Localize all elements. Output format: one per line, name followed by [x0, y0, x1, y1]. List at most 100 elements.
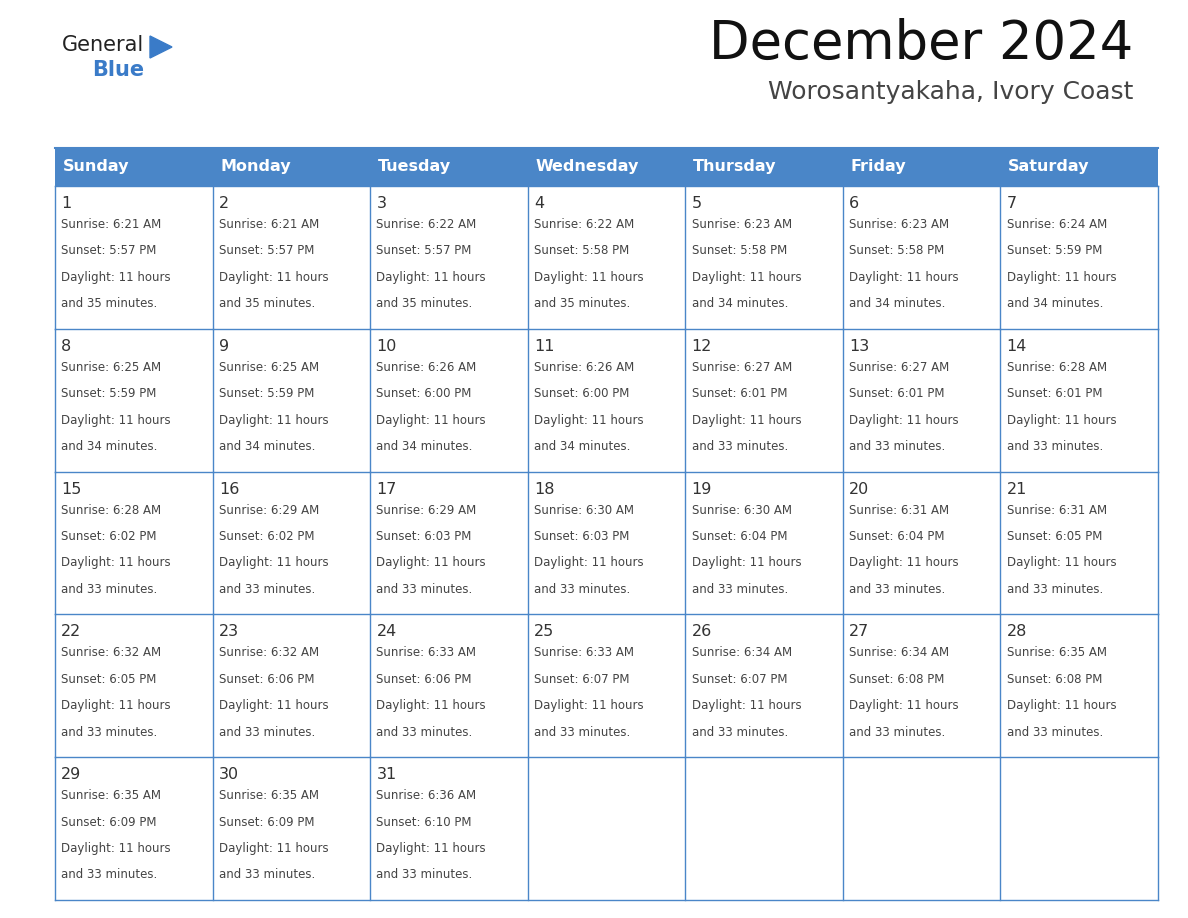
- Text: 8: 8: [62, 339, 71, 353]
- Text: Blue: Blue: [91, 60, 144, 80]
- Text: Sunset: 6:05 PM: Sunset: 6:05 PM: [1006, 530, 1102, 543]
- Text: 29: 29: [62, 767, 82, 782]
- Text: Daylight: 11 hours: Daylight: 11 hours: [691, 556, 801, 569]
- Text: Sunrise: 6:34 AM: Sunrise: 6:34 AM: [691, 646, 791, 659]
- Text: and 33 minutes.: and 33 minutes.: [849, 583, 946, 596]
- Text: Sunrise: 6:21 AM: Sunrise: 6:21 AM: [219, 218, 320, 231]
- Text: Daylight: 11 hours: Daylight: 11 hours: [1006, 700, 1117, 712]
- Text: 12: 12: [691, 339, 712, 353]
- Text: Tuesday: Tuesday: [378, 160, 451, 174]
- Text: 6: 6: [849, 196, 859, 211]
- Text: General: General: [62, 35, 144, 55]
- Text: 4: 4: [535, 196, 544, 211]
- Text: Sunrise: 6:22 AM: Sunrise: 6:22 AM: [377, 218, 476, 231]
- Text: Sunset: 6:05 PM: Sunset: 6:05 PM: [62, 673, 157, 686]
- Text: Sunrise: 6:27 AM: Sunrise: 6:27 AM: [849, 361, 949, 374]
- Text: Friday: Friday: [851, 160, 906, 174]
- Text: Daylight: 11 hours: Daylight: 11 hours: [377, 414, 486, 427]
- Text: and 35 minutes.: and 35 minutes.: [62, 297, 158, 310]
- Text: Daylight: 11 hours: Daylight: 11 hours: [849, 414, 959, 427]
- Text: Sunset: 6:09 PM: Sunset: 6:09 PM: [219, 815, 315, 829]
- Text: Sunrise: 6:35 AM: Sunrise: 6:35 AM: [1006, 646, 1107, 659]
- Text: 13: 13: [849, 339, 870, 353]
- Text: 18: 18: [535, 482, 555, 497]
- Text: Sunset: 6:02 PM: Sunset: 6:02 PM: [219, 530, 315, 543]
- Text: and 33 minutes.: and 33 minutes.: [219, 583, 315, 596]
- Text: Sunrise: 6:25 AM: Sunrise: 6:25 AM: [62, 361, 162, 374]
- Text: Sunday: Sunday: [63, 160, 129, 174]
- Text: Daylight: 11 hours: Daylight: 11 hours: [62, 842, 171, 855]
- Text: Daylight: 11 hours: Daylight: 11 hours: [849, 700, 959, 712]
- Text: Daylight: 11 hours: Daylight: 11 hours: [535, 414, 644, 427]
- Text: Sunrise: 6:30 AM: Sunrise: 6:30 AM: [535, 504, 634, 517]
- Text: Monday: Monday: [221, 160, 291, 174]
- Text: Sunrise: 6:21 AM: Sunrise: 6:21 AM: [62, 218, 162, 231]
- Text: Sunrise: 6:29 AM: Sunrise: 6:29 AM: [377, 504, 476, 517]
- Text: Daylight: 11 hours: Daylight: 11 hours: [535, 700, 644, 712]
- Text: Daylight: 11 hours: Daylight: 11 hours: [1006, 414, 1117, 427]
- Text: and 33 minutes.: and 33 minutes.: [219, 725, 315, 739]
- Text: Sunset: 6:06 PM: Sunset: 6:06 PM: [377, 673, 472, 686]
- Text: Sunrise: 6:33 AM: Sunrise: 6:33 AM: [535, 646, 634, 659]
- Text: Sunrise: 6:26 AM: Sunrise: 6:26 AM: [535, 361, 634, 374]
- Text: Sunset: 5:58 PM: Sunset: 5:58 PM: [691, 244, 786, 257]
- Text: 27: 27: [849, 624, 870, 640]
- Text: and 33 minutes.: and 33 minutes.: [691, 440, 788, 453]
- Text: 28: 28: [1006, 624, 1028, 640]
- Polygon shape: [150, 36, 172, 58]
- Text: Sunset: 5:57 PM: Sunset: 5:57 PM: [377, 244, 472, 257]
- Text: Sunrise: 6:26 AM: Sunrise: 6:26 AM: [377, 361, 476, 374]
- Text: Sunset: 6:04 PM: Sunset: 6:04 PM: [691, 530, 788, 543]
- Text: Daylight: 11 hours: Daylight: 11 hours: [219, 414, 329, 427]
- Text: and 35 minutes.: and 35 minutes.: [535, 297, 631, 310]
- Text: and 33 minutes.: and 33 minutes.: [62, 583, 158, 596]
- Text: 30: 30: [219, 767, 239, 782]
- Text: and 35 minutes.: and 35 minutes.: [377, 297, 473, 310]
- Text: Sunset: 6:09 PM: Sunset: 6:09 PM: [62, 815, 157, 829]
- Text: Daylight: 11 hours: Daylight: 11 hours: [377, 842, 486, 855]
- Text: and 34 minutes.: and 34 minutes.: [377, 440, 473, 453]
- Text: 5: 5: [691, 196, 702, 211]
- Text: Saturday: Saturday: [1009, 160, 1089, 174]
- Text: Daylight: 11 hours: Daylight: 11 hours: [535, 556, 644, 569]
- Text: 23: 23: [219, 624, 239, 640]
- Text: Sunrise: 6:23 AM: Sunrise: 6:23 AM: [691, 218, 791, 231]
- Text: 1: 1: [62, 196, 71, 211]
- Text: and 33 minutes.: and 33 minutes.: [849, 725, 946, 739]
- Text: 16: 16: [219, 482, 239, 497]
- Text: Daylight: 11 hours: Daylight: 11 hours: [691, 271, 801, 284]
- Text: Sunrise: 6:23 AM: Sunrise: 6:23 AM: [849, 218, 949, 231]
- Text: Sunrise: 6:29 AM: Sunrise: 6:29 AM: [219, 504, 320, 517]
- Text: Sunset: 5:58 PM: Sunset: 5:58 PM: [535, 244, 630, 257]
- Text: Daylight: 11 hours: Daylight: 11 hours: [377, 556, 486, 569]
- Text: Sunset: 6:06 PM: Sunset: 6:06 PM: [219, 673, 315, 686]
- Text: Sunset: 6:00 PM: Sunset: 6:00 PM: [535, 387, 630, 400]
- Text: 31: 31: [377, 767, 397, 782]
- Text: Sunrise: 6:31 AM: Sunrise: 6:31 AM: [849, 504, 949, 517]
- Text: Sunrise: 6:28 AM: Sunrise: 6:28 AM: [1006, 361, 1107, 374]
- Text: 14: 14: [1006, 339, 1028, 353]
- Text: Sunrise: 6:35 AM: Sunrise: 6:35 AM: [219, 789, 318, 802]
- Text: 3: 3: [377, 196, 386, 211]
- Text: and 34 minutes.: and 34 minutes.: [62, 440, 158, 453]
- Text: 20: 20: [849, 482, 870, 497]
- Text: Sunset: 5:57 PM: Sunset: 5:57 PM: [219, 244, 315, 257]
- Text: and 33 minutes.: and 33 minutes.: [62, 725, 158, 739]
- Text: Sunset: 6:02 PM: Sunset: 6:02 PM: [62, 530, 157, 543]
- Text: Daylight: 11 hours: Daylight: 11 hours: [849, 556, 959, 569]
- Text: Sunrise: 6:22 AM: Sunrise: 6:22 AM: [535, 218, 634, 231]
- Text: Sunset: 6:03 PM: Sunset: 6:03 PM: [377, 530, 472, 543]
- Text: Daylight: 11 hours: Daylight: 11 hours: [219, 842, 329, 855]
- Text: Daylight: 11 hours: Daylight: 11 hours: [377, 700, 486, 712]
- Text: Sunrise: 6:31 AM: Sunrise: 6:31 AM: [1006, 504, 1107, 517]
- Text: and 34 minutes.: and 34 minutes.: [219, 440, 315, 453]
- Text: and 33 minutes.: and 33 minutes.: [377, 725, 473, 739]
- Text: and 33 minutes.: and 33 minutes.: [691, 725, 788, 739]
- Text: Sunrise: 6:32 AM: Sunrise: 6:32 AM: [62, 646, 162, 659]
- Text: Sunrise: 6:34 AM: Sunrise: 6:34 AM: [849, 646, 949, 659]
- Text: Daylight: 11 hours: Daylight: 11 hours: [219, 271, 329, 284]
- Text: Daylight: 11 hours: Daylight: 11 hours: [1006, 271, 1117, 284]
- Text: 10: 10: [377, 339, 397, 353]
- Text: and 33 minutes.: and 33 minutes.: [377, 583, 473, 596]
- Text: 25: 25: [535, 624, 555, 640]
